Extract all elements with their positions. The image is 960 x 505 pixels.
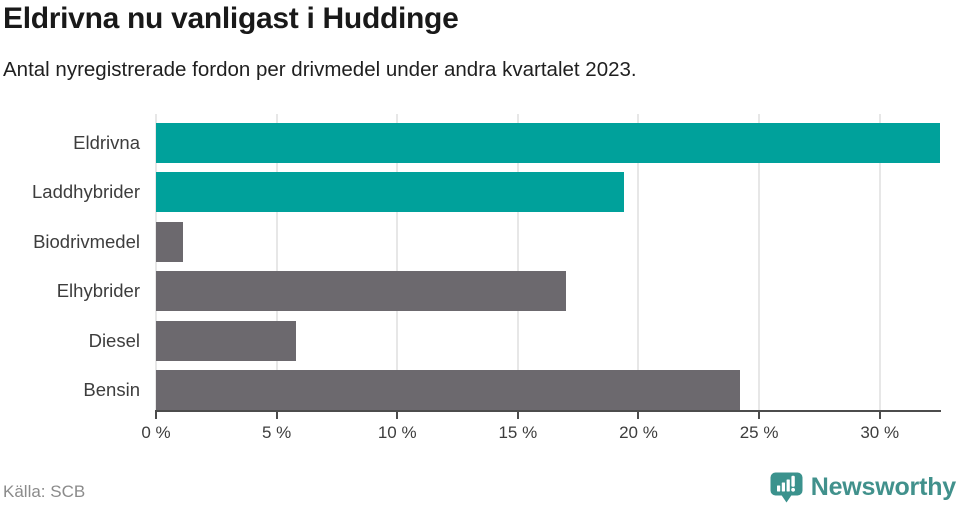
bar-biodrivmedel: [156, 221, 183, 262]
bar-eldrivna: [156, 123, 940, 163]
x-tick-mark: [275, 412, 278, 419]
x-tick-mark: [637, 412, 640, 419]
x-tick-mark: [516, 412, 519, 419]
x-tick-mark: [758, 412, 761, 419]
plot-area: [155, 114, 940, 410]
gridline: [878, 114, 881, 410]
x-tick-label: 30 %: [860, 423, 900, 442]
bar-bensin: [156, 370, 740, 410]
category-label: Diesel: [88, 329, 140, 351]
chart-subtitle: Antal nyregistrerade fordon per drivmede…: [3, 58, 637, 81]
category-label: Bensin: [83, 379, 140, 400]
gridline: [275, 114, 278, 410]
brand-name: Newsworthy: [810, 473, 956, 501]
source-note: Källa: SCB: [3, 482, 86, 501]
gridline: [396, 114, 399, 410]
bar-elhybrider: [156, 271, 567, 312]
gridline: [758, 114, 761, 410]
category-label: Elhybrider: [56, 280, 140, 302]
gridline: [637, 114, 640, 410]
category-labels: Eldrivna Laddhybrider Biodrivmedel Elhybrid…: [0, 114, 148, 410]
category-label: Eldrivna: [73, 132, 140, 153]
x-tick-mark: [878, 412, 881, 419]
x-axis-line: [155, 410, 941, 412]
x-tick-label: 15 %: [498, 423, 538, 442]
x-tick-label: 10 %: [377, 423, 417, 442]
x-axis: 0 % 5 % 10 % 15 % 20 % 25 % 30 %: [141, 412, 940, 452]
bar-diesel: [156, 320, 296, 361]
category-label: Biodrivmedel: [33, 230, 140, 252]
bar-laddhybrider: [156, 172, 624, 213]
x-tick-label: 20 %: [619, 423, 658, 442]
gridline: [516, 114, 519, 410]
chart-title: Eldrivna nu vanligast i Huddinge: [3, 2, 459, 35]
x-tick-mark: [396, 412, 399, 419]
gridline: [155, 114, 157, 410]
brand-logo: Newsworthy: [770, 472, 956, 503]
x-tick-label: 0 %: [141, 423, 171, 442]
newsworthy-bubble-barchart-icon: [770, 472, 803, 503]
x-tick-label: 25 %: [739, 423, 779, 442]
category-label: Laddhybrider: [32, 181, 140, 203]
x-tick-label: 5 %: [261, 423, 292, 442]
x-tick-mark: [155, 412, 157, 419]
